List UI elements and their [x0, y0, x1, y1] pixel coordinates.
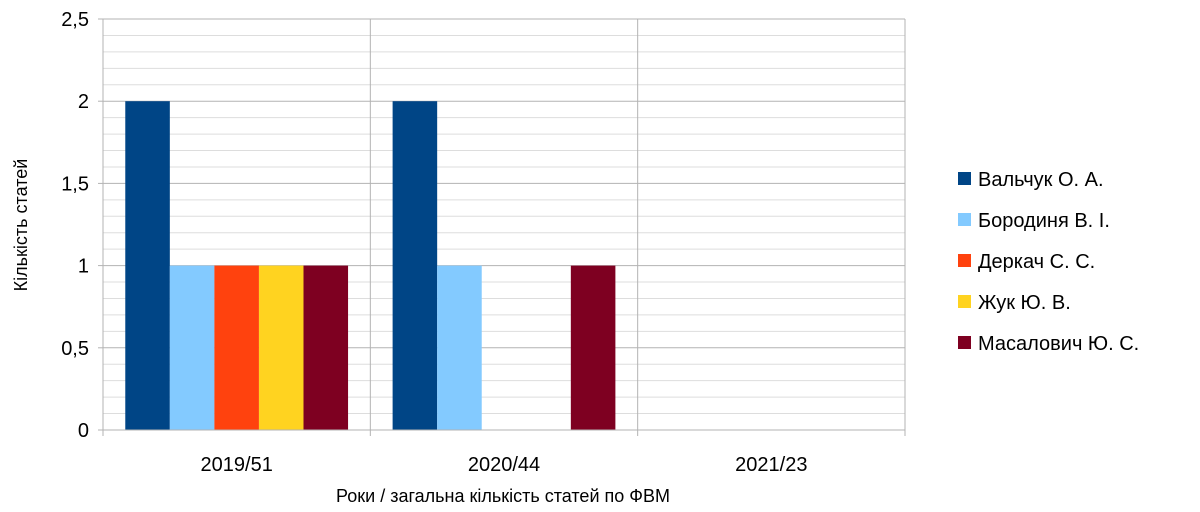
legend-label: Бородиня В. І.: [978, 210, 1110, 232]
y-tick-label: 1,5: [61, 173, 89, 195]
bar: [169, 265, 215, 430]
x-tick-labels: 2019/51 2020/44 2021/23: [201, 454, 808, 476]
axes: [98, 18, 906, 436]
legend-label: Деркач С. С.: [978, 251, 1095, 273]
x-tick-label: 2020/44: [468, 454, 540, 476]
bar: [303, 265, 349, 430]
legend-swatch: [958, 295, 971, 308]
legend-swatch: [958, 213, 971, 226]
y-tick-label: 2,5: [61, 9, 89, 31]
legend-label: Масалович Ю. С.: [978, 333, 1139, 355]
legend-label: Вальчук О. А.: [978, 169, 1104, 191]
x-tick-label: 2021/23: [735, 454, 807, 476]
x-tick-label: 2019/51: [201, 454, 273, 476]
y-tick-label: 1: [78, 256, 89, 278]
legend: Вальчук О. А. Бородиня В. І. Деркач С. С. Ж…: [958, 169, 1139, 355]
y-axis-title: Кількість статей: [11, 159, 31, 292]
bars: [125, 101, 616, 430]
legend-swatch: [958, 254, 971, 267]
bar: [125, 101, 170, 430]
bar: [570, 265, 616, 430]
y-tick-label: 0,5: [61, 338, 89, 360]
y-tick-label: 2: [78, 91, 89, 113]
y-tick-label: 0: [78, 420, 89, 442]
legend-label: Жук Ю. В.: [978, 292, 1071, 314]
bar: [214, 265, 259, 430]
bar: [258, 265, 304, 430]
y-tick-labels: 0 0,5 1 1,5 2 2,5: [61, 9, 89, 442]
x-axis-title: Роки / загальна кількість статей по ФВМ: [336, 486, 670, 506]
bar: [392, 101, 438, 430]
bar: [437, 265, 482, 430]
legend-swatch: [958, 336, 971, 349]
legend-swatch: [958, 172, 971, 185]
